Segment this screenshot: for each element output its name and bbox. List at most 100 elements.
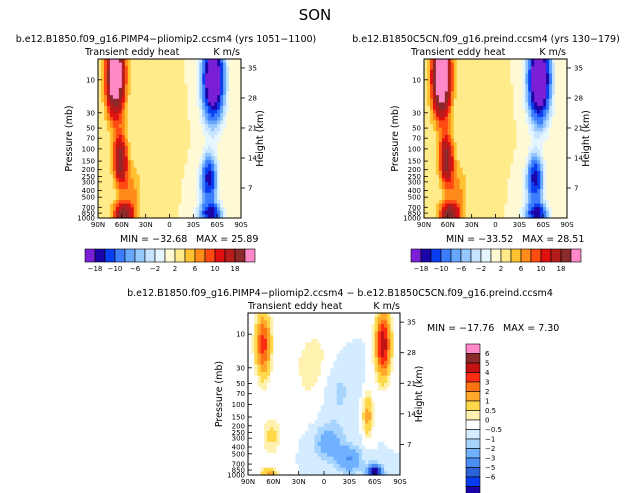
contour-cell xyxy=(424,109,428,114)
contour-cell xyxy=(208,203,212,208)
pressure-tick-label: 150 xyxy=(82,158,95,166)
contour-cell xyxy=(257,441,262,447)
contour-cell xyxy=(260,405,265,410)
contour-cell xyxy=(540,156,544,161)
contour-cell xyxy=(286,445,290,450)
colorbar-swatch xyxy=(144,248,156,263)
contour-cell xyxy=(148,134,153,140)
contour-cell xyxy=(172,69,177,75)
contour-cell xyxy=(507,152,511,158)
contour-cell xyxy=(163,214,168,219)
contour-cell xyxy=(453,171,458,176)
contour-cell xyxy=(549,199,553,205)
contour-cell xyxy=(100,109,105,114)
contour-cell xyxy=(124,66,129,71)
contour-cell xyxy=(543,163,547,169)
contour-cell xyxy=(450,167,455,172)
contour-cell xyxy=(205,210,209,215)
contour-cell xyxy=(546,84,550,89)
contour-cell xyxy=(187,109,191,114)
contour-cell xyxy=(196,120,200,125)
contour-cell xyxy=(202,124,206,129)
contour-cell xyxy=(184,163,188,169)
contour-cell xyxy=(546,192,550,197)
contour-cell xyxy=(181,109,185,114)
contour-cell xyxy=(519,192,523,197)
contour-cell xyxy=(453,62,458,67)
contour-cell xyxy=(477,84,482,89)
contour-cell xyxy=(127,178,132,183)
contour-cell xyxy=(474,66,479,71)
contour-cell xyxy=(552,185,556,190)
contour-cell xyxy=(468,149,473,154)
contour-cell xyxy=(220,189,224,194)
contour-cell xyxy=(154,152,159,158)
contour-cell xyxy=(465,113,470,118)
contour-cell xyxy=(163,171,168,176)
contour-cell xyxy=(453,105,458,111)
contour-cell xyxy=(531,66,535,71)
contour-cell xyxy=(112,127,117,132)
contour-cell xyxy=(459,163,464,169)
contour-cell xyxy=(127,142,132,147)
contour-cell xyxy=(555,120,559,125)
contour-cell xyxy=(480,124,485,129)
contour-cell xyxy=(232,181,236,187)
contour-cell xyxy=(447,66,452,71)
contour-cell xyxy=(504,134,509,140)
contour-cell xyxy=(540,174,544,179)
contour-cell xyxy=(208,214,212,219)
contour-cell xyxy=(270,467,274,472)
contour-cell xyxy=(276,364,281,369)
contour-cell xyxy=(498,80,503,85)
contour-cell xyxy=(257,371,262,377)
contour-cell xyxy=(435,185,440,190)
contour-cell xyxy=(98,199,102,205)
contour-cell xyxy=(462,120,467,125)
contour-cell xyxy=(136,127,141,132)
contour-cell xyxy=(552,84,556,89)
contour-cell xyxy=(276,445,281,450)
contour-cell xyxy=(127,196,132,201)
contour-cell xyxy=(522,181,526,187)
contour-cell xyxy=(202,62,206,67)
contour-cell xyxy=(564,203,568,208)
contour-cell xyxy=(142,203,147,208)
contour-cell xyxy=(187,163,191,169)
contour-cell xyxy=(435,214,440,219)
contour-cell xyxy=(537,73,541,78)
contour-cell xyxy=(127,174,132,179)
contour-cell xyxy=(115,167,120,172)
contour-cell xyxy=(181,95,185,100)
contour-cell xyxy=(282,382,287,388)
contour-cell xyxy=(166,138,171,143)
contour-cell xyxy=(217,77,221,82)
contour-cell xyxy=(270,405,274,410)
contour-cell xyxy=(217,127,221,132)
contour-cell xyxy=(232,127,236,132)
contour-cell xyxy=(501,84,506,89)
contour-cell xyxy=(513,192,517,197)
contour-cell xyxy=(465,199,470,205)
contour-cell xyxy=(214,80,218,85)
contour-cell xyxy=(130,138,135,143)
contour-cell xyxy=(270,445,274,450)
contour-cell xyxy=(130,160,135,165)
contour-cell xyxy=(151,185,156,190)
contour-cell xyxy=(537,210,541,215)
contour-cell xyxy=(546,127,550,132)
contour-cell xyxy=(489,109,494,114)
contour-cell xyxy=(202,131,206,136)
contour-cell xyxy=(450,73,455,78)
contour-cell xyxy=(169,84,174,89)
contour-cell xyxy=(432,171,437,176)
contour-cell xyxy=(133,84,138,89)
contour-cell xyxy=(184,160,188,165)
contour-cell xyxy=(441,102,446,107)
contour-cell xyxy=(543,116,547,122)
contour-cell xyxy=(121,131,126,136)
contour-cell xyxy=(549,131,553,136)
contour-cell xyxy=(537,163,541,169)
contour-cell xyxy=(513,145,517,150)
contour-cell xyxy=(211,167,215,172)
